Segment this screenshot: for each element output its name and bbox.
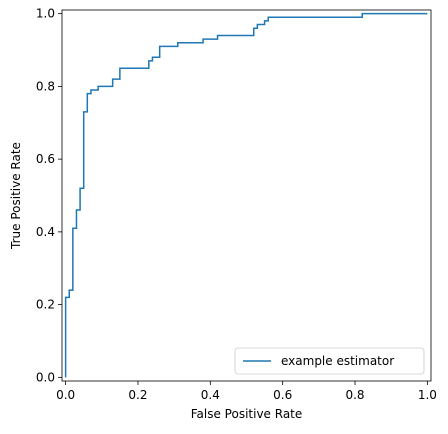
x-tick-label: 0.2 [128,388,147,402]
legend: example estimator [234,347,425,375]
x-tick-label: 0.8 [345,388,364,402]
x-tick-label: 0.0 [56,388,75,402]
series-line-0 [64,12,428,378]
y-tick-label: 0.2 [36,298,55,312]
y-tick-label: 0.0 [36,370,55,384]
x-tick-label: 0.4 [201,388,220,402]
x-axis-label: False Positive Rate [191,407,303,421]
x-tick-label: 0.6 [273,388,292,402]
x-axis-ticks: 0.0 0.2 0.4 0.6 0.8 1.0 [56,381,437,402]
legend-label: example estimator [281,354,394,368]
legend-box [234,347,425,375]
x-tick-label: 1.0 [418,388,437,402]
y-tick-label: 0.4 [36,225,55,239]
y-tick-label: 0.6 [36,152,55,166]
y-axis-ticks: 0.0 0.2 0.4 0.6 0.8 1.0 [36,7,62,384]
axes-frame [61,9,432,382]
y-axis-label: True Positive Rate [9,142,23,250]
plot-area [61,9,432,382]
y-tick-label: 1.0 [36,7,55,21]
y-tick-label: 0.8 [36,79,55,93]
